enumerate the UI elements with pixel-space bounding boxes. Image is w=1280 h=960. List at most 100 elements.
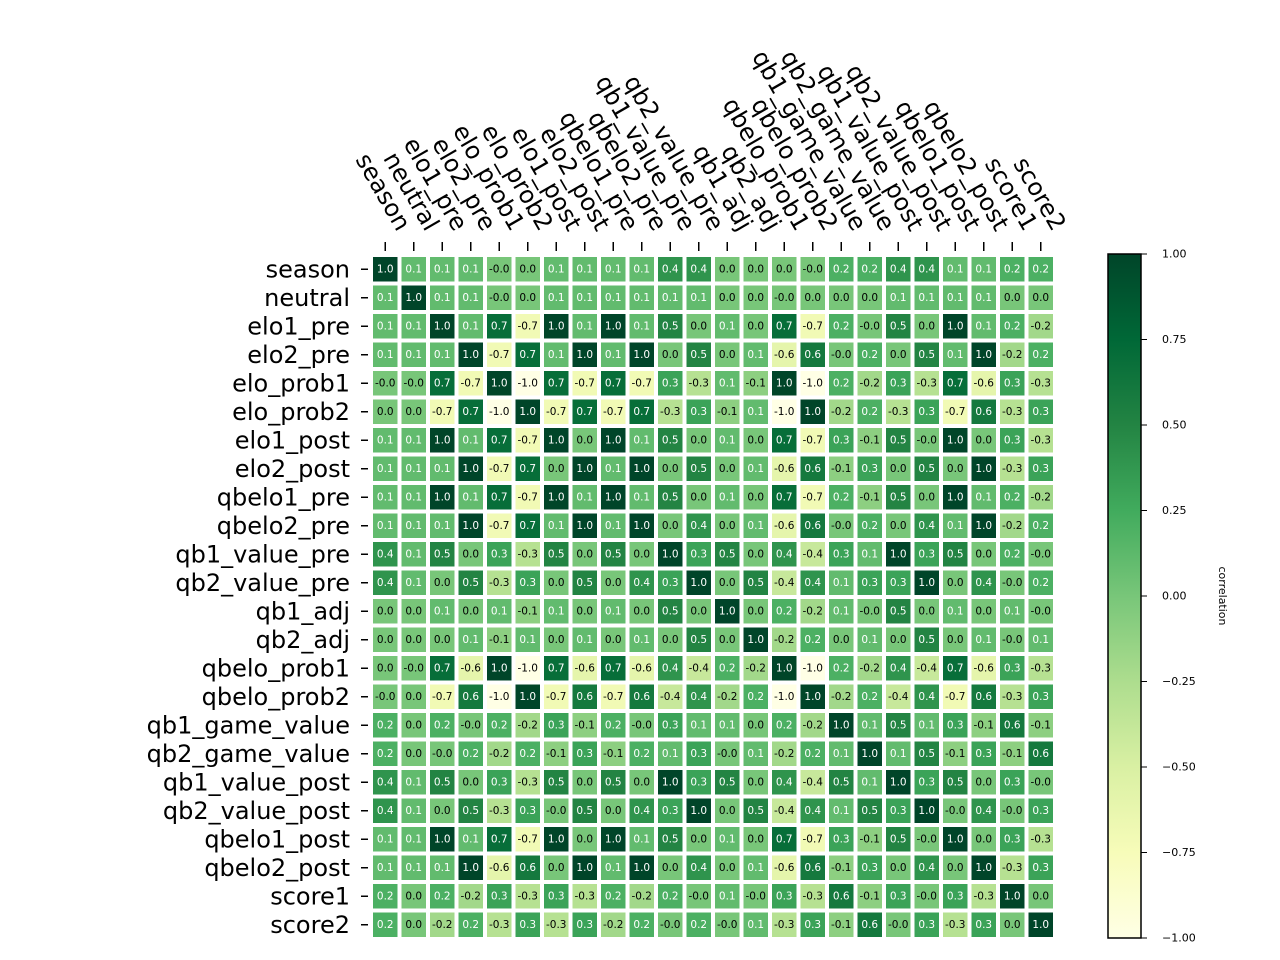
cell-value-label: 0.1: [719, 833, 736, 845]
cell-value-label: 0.2: [833, 662, 850, 674]
heatmap-cell: [373, 599, 398, 624]
heatmap-cell: [515, 513, 540, 538]
heatmap-cell: [487, 257, 512, 282]
heatmap-cell: [601, 827, 626, 852]
heatmap-cell: [715, 827, 740, 852]
cell-value-label: 0.0: [747, 434, 764, 446]
heatmap-cell: [686, 342, 711, 367]
cell-value-label: -0.2: [518, 719, 539, 731]
cell-value-label: 0.4: [690, 691, 707, 703]
cell-value-label: 1.0: [947, 833, 964, 845]
heatmap-cell: [743, 798, 768, 823]
heatmap-cell: [943, 827, 968, 852]
cell-value-label: 0.2: [833, 320, 850, 332]
heatmap-cell: [629, 371, 654, 396]
cell-value-label: -0.4: [917, 662, 938, 674]
cell-value-label: 0.1: [662, 292, 679, 304]
heatmap-cell: [401, 741, 426, 766]
heatmap-cell: [743, 285, 768, 310]
cell-value-label: 0.4: [377, 577, 394, 589]
heatmap-cell: [943, 428, 968, 453]
cell-value-label: 0.7: [548, 377, 565, 389]
cell-value-label: -0.1: [1002, 748, 1023, 760]
cell-value-label: -0.0: [860, 320, 881, 332]
cell-value-label: 0.5: [833, 776, 850, 788]
heatmap-cell: [401, 342, 426, 367]
heatmap-cell: [658, 656, 683, 681]
cell-value-label: -0.7: [518, 320, 539, 332]
heatmap-cell: [914, 428, 939, 453]
cell-value-label: 0.0: [548, 577, 565, 589]
cell-value-label: 0.1: [462, 634, 479, 646]
cell-value-label: -0.6: [774, 520, 795, 532]
cell-value-label: 0.0: [690, 833, 707, 845]
cell-value-label: 0.1: [605, 862, 622, 874]
cell-value-label: 1.0: [662, 548, 679, 560]
cell-value-label: -0.4: [803, 776, 824, 788]
cell-value-label: -0.4: [689, 662, 710, 674]
heatmap-cell: [544, 314, 569, 339]
cell-value-label: 0.1: [747, 463, 764, 475]
heatmap-cell: [515, 314, 540, 339]
heatmap-cell: [515, 257, 540, 282]
heatmap-cell: [658, 798, 683, 823]
heatmap-cell: [458, 912, 483, 937]
cell-value-label: 0.1: [633, 434, 650, 446]
cell-value-label: 0.4: [776, 776, 793, 788]
cell-value-label: 1.0: [690, 805, 707, 817]
heatmap-cell: [572, 342, 597, 367]
cell-value-label: 0.1: [719, 890, 736, 902]
cell-value-label: 0.5: [890, 320, 907, 332]
heatmap-cell: [715, 599, 740, 624]
heatmap-cell: [1028, 485, 1053, 510]
cell-value-label: 1.0: [890, 548, 907, 560]
cell-value-label: 0.7: [605, 662, 622, 674]
heatmap-cell: [658, 456, 683, 481]
heatmap-cell: [1000, 399, 1025, 424]
cell-value-label: 0.1: [918, 719, 935, 731]
cell-value-label: 0.1: [605, 292, 622, 304]
heatmap-cell: [401, 798, 426, 823]
cell-value-label: 0.1: [633, 491, 650, 503]
cell-value-label: 0.2: [434, 719, 451, 731]
cell-value-label: -0.3: [1002, 406, 1023, 418]
cell-value-label: 1.0: [804, 406, 821, 418]
heatmap-cell: [1000, 627, 1025, 652]
cell-value-label: 0.4: [690, 263, 707, 275]
heatmap-cell: [544, 285, 569, 310]
cell-value-label: 0.0: [405, 634, 422, 646]
cell-value-label: 0.5: [918, 748, 935, 760]
cell-value-label: 0.0: [434, 634, 451, 646]
heatmap-cell: [772, 770, 797, 795]
heatmap-cell: [458, 684, 483, 709]
heatmap-cell: [544, 713, 569, 738]
heatmap-cell: [373, 656, 398, 681]
cell-value-label: -0.0: [917, 434, 938, 446]
heatmap-cell: [373, 570, 398, 595]
heatmap-cell: [772, 627, 797, 652]
cell-value-label: 0.1: [434, 605, 451, 617]
heatmap-cell: [971, 570, 996, 595]
cell-value-label: -0.1: [831, 463, 852, 475]
heatmap-cell: [373, 342, 398, 367]
cell-value-label: 0.1: [633, 263, 650, 275]
cell-value-label: 0.1: [719, 320, 736, 332]
heatmap-cell: [686, 741, 711, 766]
heatmap-cell: [829, 371, 854, 396]
heatmap-cell: [487, 798, 512, 823]
cell-value-label: 1.0: [491, 377, 508, 389]
heatmap-cell: [658, 770, 683, 795]
heatmap-cell: [886, 855, 911, 880]
heatmap-cell: [373, 713, 398, 738]
cell-value-label: 0.1: [947, 292, 964, 304]
heatmap-cell: [686, 827, 711, 852]
heatmap-cell: [601, 684, 626, 709]
heatmap-cell: [800, 314, 825, 339]
cell-value-label: 0.2: [377, 890, 394, 902]
cell-value-label: 0.1: [747, 919, 764, 931]
heatmap-cell: [1000, 371, 1025, 396]
cell-value-label: 0.5: [890, 833, 907, 845]
heatmap-cell: [515, 285, 540, 310]
cell-value-label: 1.0: [747, 634, 764, 646]
heatmap-cell: [515, 855, 540, 880]
